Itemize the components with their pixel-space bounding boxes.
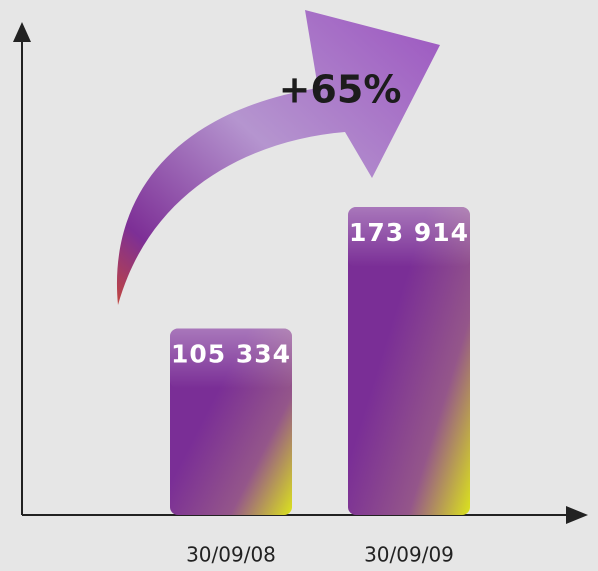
- x-axis-arrow: [566, 506, 588, 524]
- value-label: 105 334: [171, 339, 291, 368]
- growth-arrow: [116, 10, 440, 305]
- x-tick-label: 30/09/08: [186, 543, 276, 567]
- bar: [348, 207, 470, 515]
- bar-gloss: [348, 207, 470, 267]
- value-label: 173 914: [349, 218, 469, 247]
- bar-gloss: [170, 328, 292, 389]
- x-tick-label: 30/09/09: [364, 543, 454, 567]
- annotation: +65%: [279, 68, 402, 112]
- y-axis-arrow: [13, 22, 31, 42]
